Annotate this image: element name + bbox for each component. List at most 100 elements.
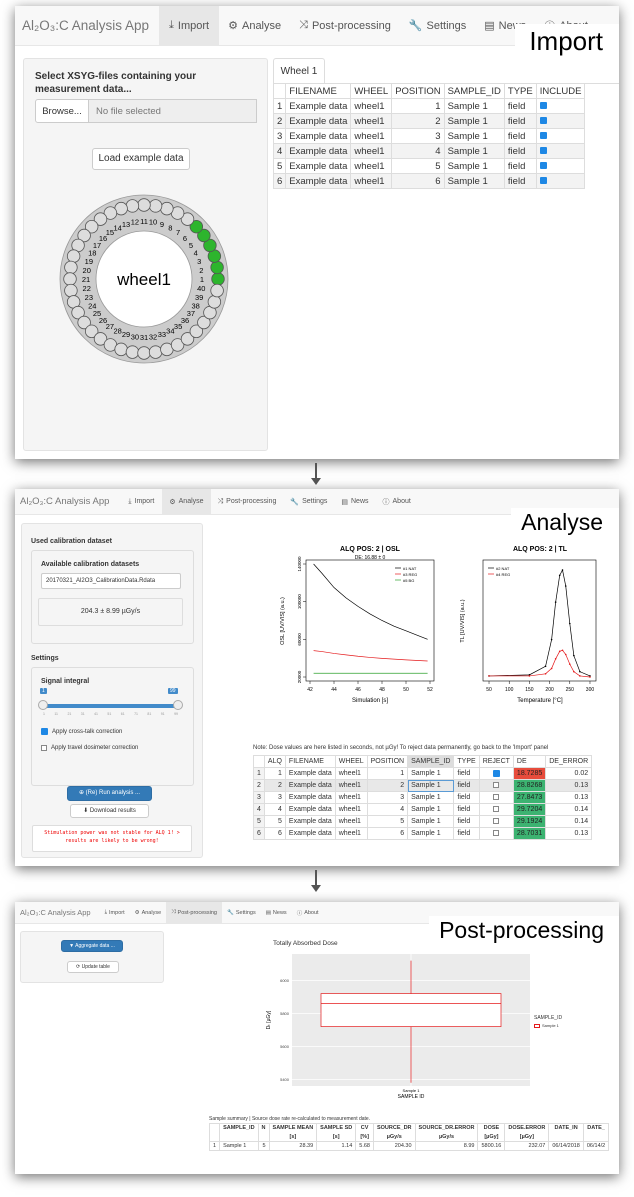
download-icon: ⬇: [83, 808, 90, 814]
nav-post-processing[interactable]: ⤨ Post-processing: [217, 497, 277, 506]
reject-checkbox[interactable]: [493, 806, 500, 813]
include-cell[interactable]: [535, 173, 586, 189]
nav-settings[interactable]: 🔧 Settings: [290, 498, 328, 506]
column-header: [272, 83, 287, 99]
table-cell: 1: [391, 98, 445, 114]
wheel-position-label: 7: [176, 228, 180, 237]
nav-analyse[interactable]: ⚙ Analyse: [134, 909, 162, 916]
shuffle-icon: ⤨: [217, 497, 224, 505]
table-cell: 5: [272, 158, 287, 174]
nav-analyse[interactable]: ⚙ Analyse: [228, 19, 282, 33]
wheel-position-label: 24: [88, 301, 96, 310]
nav-post-processing[interactable]: ⤨ Post-processing: [299, 19, 391, 32]
include-checkbox[interactable]: [539, 177, 547, 185]
table-cell: Example data: [285, 143, 352, 159]
table-cell: field: [453, 767, 480, 780]
table-cell: wheel1: [334, 815, 368, 828]
nav-settings[interactable]: 🔧 Settings: [226, 909, 256, 916]
table-row[interactable]: 2 2 Example data wheel1 2 Sample 1 field 28.826…: [253, 779, 593, 792]
table-row[interactable]: 3 3 Example data wheel1 3 Sample 1 field 27.847…: [253, 791, 593, 804]
slider-handle-left[interactable]: [38, 700, 48, 710]
table-row[interactable]: 1 1 Example data wheel1 1 Sample 1 field 18.728…: [253, 767, 593, 780]
tl-chart: ALQ POS: 2 | TL 50 100 150 200 250 300 Temperat…: [460, 546, 597, 704]
reject-cell[interactable]: [478, 767, 514, 780]
include-checkbox[interactable]: [539, 147, 547, 155]
include-cell[interactable]: [535, 158, 586, 174]
nav-post-processing[interactable]: ⤨ Post-processing: [166, 902, 222, 923]
nav-news[interactable]: ▤ News: [265, 909, 287, 916]
reject-checkbox[interactable]: [493, 830, 500, 837]
tl-point: [564, 653, 567, 656]
table-row[interactable]: 6 6 Example data wheel1 6 Sample 1 field 28.703…: [253, 827, 593, 840]
osl-xtick: 48: [379, 687, 385, 693]
reject-cell[interactable]: [478, 791, 514, 804]
reject-cell[interactable]: [478, 815, 514, 828]
wheel-position-label: 16: [99, 234, 107, 243]
nav-news[interactable]: ▤ News: [341, 498, 369, 506]
nav-settings[interactable]: 🔧 Settings: [408, 19, 467, 33]
nav-import[interactable]: ⤓ Import: [128, 497, 155, 506]
tl-point: [554, 658, 557, 660]
include-checkbox[interactable]: [539, 102, 547, 110]
include-cell[interactable]: [535, 113, 586, 129]
column-header: SAMPLE_ID: [443, 83, 505, 99]
calibration-select[interactable]: 20170321_Al2O3_CalibrationData.Rdata: [41, 573, 181, 589]
wheel-position-4: [203, 238, 217, 253]
table-row[interactable]: 6 Example data wheel1 6 Sample 1 field: [272, 173, 586, 189]
reject-checkbox[interactable]: [492, 769, 500, 777]
reject-cell[interactable]: [478, 779, 514, 792]
include-checkbox[interactable]: [539, 162, 547, 170]
column-header: POSITION: [366, 755, 409, 768]
update-table-button[interactable]: ⟳ Update table: [67, 961, 119, 973]
slider-max-badge: 99: [168, 688, 178, 694]
nav-analyse[interactable]: ⚙ Analyse: [162, 489, 211, 514]
table-cell: Example data: [284, 767, 336, 780]
include-checkbox[interactable]: [539, 117, 547, 125]
slider-handle-right[interactable]: [173, 700, 183, 710]
newspaper-icon: ▤: [265, 909, 271, 916]
travel-dosimeter-checkbox[interactable]: Apply travel dosimeter correction: [41, 745, 138, 751]
checkbox-checked-icon: [41, 728, 48, 735]
include-checkbox[interactable]: [539, 132, 547, 140]
table-row[interactable]: 2 Example data wheel1 2 Sample 1 field: [272, 113, 586, 129]
table-cell: field: [503, 113, 537, 129]
table-row[interactable]: 3 Example data wheel1 3 Sample 1 field: [272, 128, 586, 144]
summary-table: SAMPLE_ID N SAMPLE MEAN SAMPLE SD CV SOURCE_D…: [208, 1123, 610, 1151]
wheel-position-26: [84, 324, 99, 339]
reject-checkbox[interactable]: [493, 794, 500, 801]
browse-button[interactable]: Browse...: [35, 99, 89, 123]
table-row[interactable]: 4 4 Example data wheel1 4 Sample 1 field 29.720…: [253, 803, 593, 816]
wheel-position-19: [66, 249, 81, 263]
tl-series-line: [489, 649, 591, 678]
cross-talk-checkbox[interactable]: Apply cross-talk correction: [41, 728, 122, 735]
reject-checkbox[interactable]: [493, 782, 500, 789]
reject-cell[interactable]: [478, 803, 514, 816]
include-cell[interactable]: [535, 128, 586, 144]
wheel-position-17: [77, 228, 91, 243]
download-results-button[interactable]: ⬇ Download results: [70, 804, 149, 818]
wheel-tab[interactable]: Wheel 1: [273, 58, 325, 84]
tl-xtick: 200: [545, 687, 554, 693]
calibration-value: 204.3 ± 8.99 µGy/s: [38, 598, 183, 626]
slider-track[interactable]: [43, 704, 178, 708]
run-analysis-button[interactable]: ⊕ (Re) Run analysis ...: [67, 786, 152, 801]
table-row[interactable]: 1 Example data wheel1 1 Sample 1 field: [272, 98, 586, 114]
reject-cell[interactable]: [478, 827, 514, 840]
include-cell[interactable]: [535, 143, 586, 159]
nav-import[interactable]: ⤓ Import: [104, 909, 125, 916]
table-cell: field: [503, 158, 537, 174]
table-row[interactable]: 5 Example data wheel1 5 Sample 1 field: [272, 158, 586, 174]
table-row[interactable]: 5 5 Example data wheel1 5 Sample 1 field 29.192…: [253, 815, 593, 828]
load-example-button[interactable]: Load example data: [92, 148, 190, 170]
reject-checkbox[interactable]: [493, 818, 500, 825]
nav-import[interactable]: ⤓ Import: [159, 6, 220, 45]
table-row[interactable]: 4 Example data wheel1 4 Sample 1 field: [272, 143, 586, 159]
table-cell: 8.99: [414, 1141, 479, 1151]
include-cell[interactable]: [535, 98, 586, 114]
aggregate-data-button[interactable]: ▼ Aggregate data ...: [61, 940, 123, 952]
tl-point: [488, 675, 490, 677]
file-name-field[interactable]: No file selected: [89, 99, 257, 123]
tl-point: [589, 676, 591, 678]
